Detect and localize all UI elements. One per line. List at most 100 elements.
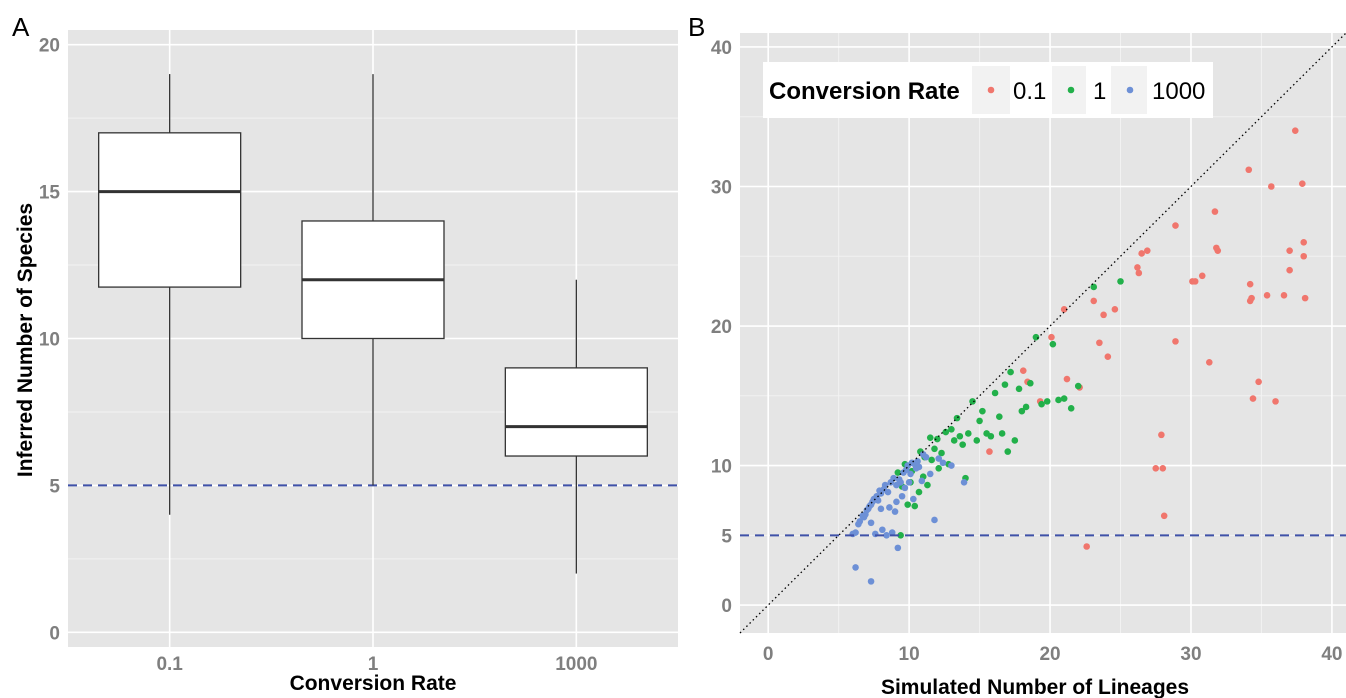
panel-b-y-tick: 0 [721,596,732,617]
point-series-1 [998,430,1006,437]
point-series-1000 [867,578,875,585]
point-series-0.1 [1160,512,1168,520]
box-iqr [504,367,648,457]
panel-a-boxplots [98,74,648,574]
legend: Conversion Rate 0.1 1 1000 [763,62,1213,118]
point-series-1 [924,481,931,489]
point-series-1 [1090,283,1098,291]
panel-a-x-tick: 0.1 [156,654,183,675]
point-series-0.1 [1299,180,1306,187]
point-series-1 [1117,278,1124,285]
point-series-1 [948,425,955,433]
panel-b-y-tick: 5 [721,526,732,547]
point-series-1 [965,430,972,437]
point-series-0.1 [1246,280,1254,288]
point-series-1000 [939,459,947,467]
point-series-0.1 [1249,395,1257,402]
panel-b-y-ticks: 0 5 10 20 30 40 [711,38,733,617]
point-series-1000 [877,505,885,513]
point-series-0.1 [1019,367,1027,374]
legend-title: Conversion Rate [769,78,960,105]
point-series-1000 [856,518,864,525]
panel-a-x-axis-title: Conversion Rate [290,672,457,695]
panel-a-letter: A [12,12,30,42]
point-series-1 [956,432,964,440]
point-series-1000 [914,458,921,465]
point-series-0.1 [1048,333,1055,341]
point-series-1000 [893,498,900,506]
point-series-1000 [890,474,897,482]
point-series-1 [904,501,912,508]
panel-b-y-tick: 10 [711,457,732,478]
panel-b-x-tick: 0 [763,644,774,665]
point-series-1000 [884,488,892,496]
point-series-1000 [894,544,902,552]
point-series-0.1 [1090,297,1098,305]
point-series-0.1 [1191,278,1199,285]
point-series-0.1 [1096,339,1103,347]
point-series-1 [1067,405,1075,412]
point-series-1 [959,441,966,448]
point-series-0.1 [1172,222,1179,229]
point-series-1000 [926,470,934,478]
panel-b-points [849,127,1309,585]
point-series-1 [1001,381,1009,388]
point-series-0.1 [1138,250,1145,257]
panel-b-x-tick: 30 [1180,644,1201,665]
panel-a-y-tick: 10 [39,330,60,351]
legend-key-0.1 [987,86,995,94]
point-series-1 [973,437,981,444]
point-series-1000 [915,463,923,471]
point-series-0.1 [1268,183,1275,190]
legend-label-1000: 1000 [1152,78,1205,105]
point-series-0.1 [1246,297,1254,305]
point-series-1000 [935,455,943,462]
point-series-1 [915,488,923,496]
point-series-1000 [886,504,893,511]
legend-label-1: 1 [1093,78,1106,105]
panel-a-y-tick: 0 [49,623,60,644]
point-series-0.1 [1111,305,1119,313]
point-series-1000 [918,477,926,485]
point-series-1 [1049,340,1057,348]
point-series-1 [953,414,961,422]
panel-b-x-axis-title: Simulated Number of Lineages [881,676,1189,698]
point-series-0.1 [1300,239,1308,246]
panel-a-y-axis-title: Inferred Number of Species [14,203,37,477]
panel-a-x-tick: 1 [368,654,379,675]
point-series-1 [1011,437,1019,444]
point-series-1 [935,465,943,472]
point-series-1000 [852,564,859,571]
panel-b-reference-lines [739,32,1346,634]
point-series-1000 [852,529,859,536]
box-iqr [98,132,242,288]
point-series-1000 [948,462,955,469]
panel-a-y-ticks: 0 5 10 15 20 [39,36,61,645]
point-series-1000 [907,470,914,478]
point-series-1 [942,428,950,436]
point-series-0.1 [1291,127,1299,134]
panel-a-y-tick: 15 [39,183,61,204]
panel-b-x-tick: 10 [899,644,920,665]
panel-a: A 0 5 10 15 20 0.1 1 1000 Conversion Rat… [12,12,678,695]
point-series-1 [926,434,934,441]
point-series-1000 [960,479,968,486]
point-series-0.1 [1263,292,1271,299]
point-series-0.1 [1100,311,1107,319]
point-series-1 [996,413,1003,421]
point-series-1000 [905,479,913,486]
panel-b-x-ticks: 0 10 20 30 40 [763,644,1343,665]
panel-b-x-tick: 20 [1039,644,1060,665]
point-series-0.1 [1205,359,1213,366]
point-series-0.1 [1300,252,1308,260]
point-series-0.1 [1245,166,1253,174]
point-series-1 [934,435,941,443]
point-series-1 [1018,407,1026,415]
point-series-0.1 [1211,208,1219,215]
point-series-0.1 [1063,375,1071,383]
point-series-1 [1055,396,1062,404]
point-series-1 [911,502,919,510]
point-series-0.1 [1172,338,1179,345]
panel-b-letter: B [688,12,705,42]
